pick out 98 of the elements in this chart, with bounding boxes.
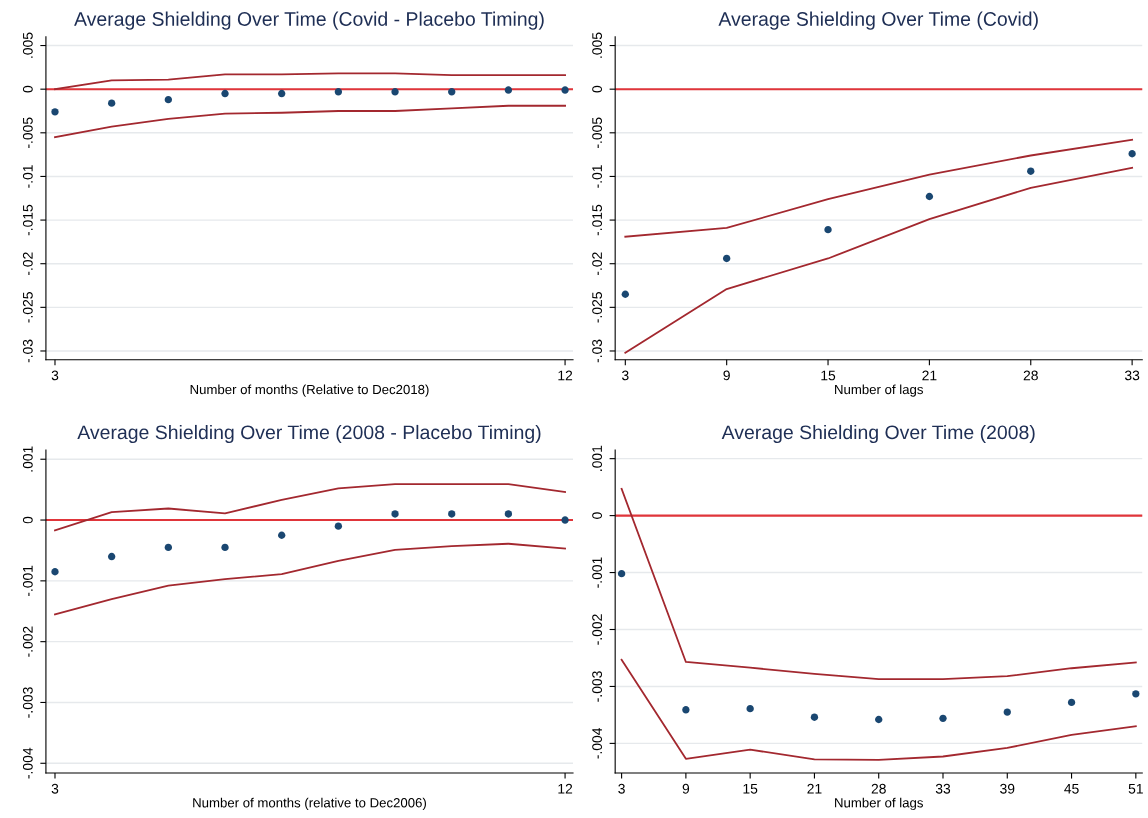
x-tick-label: 51: [1128, 783, 1143, 794]
point: [723, 254, 731, 263]
y-tick-label: -.001: [22, 565, 33, 597]
line-series: [54, 483, 566, 532]
point: [561, 86, 569, 94]
x-tick-label: 33: [1124, 370, 1140, 381]
point: [810, 713, 819, 721]
point: [561, 516, 569, 524]
x-tick-label: 3: [51, 370, 59, 381]
x-tick-label: 9: [723, 370, 730, 381]
y-tick-label: -.001: [592, 557, 603, 588]
y-tick-label: -.005: [22, 117, 33, 149]
point: [391, 510, 399, 518]
point: [391, 88, 399, 96]
point: [1027, 167, 1035, 175]
line-series: [624, 166, 1134, 354]
point: [334, 88, 343, 96]
point: [824, 226, 832, 234]
point: [617, 570, 626, 578]
x-axis-title: Number of months (relative to Dec2006): [193, 797, 426, 811]
point: [1067, 698, 1076, 707]
x-tick-label: 21: [922, 370, 937, 381]
y-tick-label: -.025: [592, 292, 603, 323]
point: [164, 95, 173, 104]
point: [939, 714, 947, 723]
x-tick-label: 15: [821, 370, 836, 381]
y-tick-label: -.03: [22, 339, 33, 363]
point: [107, 552, 116, 561]
line-series: [624, 138, 1134, 238]
line-series: [620, 658, 1137, 761]
x-tick-label: 39: [1000, 783, 1015, 794]
point: [1132, 690, 1140, 698]
y-tick-label: -.004: [22, 747, 33, 779]
x-tick-label: 28: [871, 783, 886, 794]
x-tick-label: 9: [682, 783, 690, 794]
point: [1128, 150, 1136, 158]
y-tick-label: 0: [592, 512, 603, 519]
x-tick-label: 45: [1064, 783, 1079, 794]
point: [875, 715, 883, 724]
x-tick-label: 3: [618, 783, 625, 794]
x-tick-label: 21: [807, 783, 822, 794]
line-series: [54, 542, 566, 616]
y-tick-label: -.002: [592, 614, 603, 645]
y-tick-label: .005: [592, 32, 603, 58]
y-tick-label: -.01: [592, 165, 603, 188]
chart-title: Average Shielding Over Time (2008): [721, 424, 1035, 444]
y-tick-label: 0: [22, 85, 33, 93]
point: [221, 89, 229, 98]
line-series: [54, 104, 566, 139]
x-tick-label: 28: [1023, 370, 1038, 381]
point: [1003, 708, 1011, 716]
point: [504, 510, 513, 518]
y-tick-label: -.03: [592, 339, 603, 363]
y-tick-label: -.02: [592, 252, 603, 276]
x-tick-label: 3: [621, 370, 629, 381]
y-tick-label: -.02: [22, 252, 33, 276]
x-axis-title: Number of months (Relative to Dec2018): [190, 384, 429, 397]
y-tick-label: -.015: [22, 204, 33, 236]
x-axis-title: Number of lags: [835, 797, 923, 811]
point: [51, 108, 59, 116]
x-axis-title: Number of lags: [835, 384, 923, 397]
y-tick-label: -.025: [22, 292, 33, 323]
y-tick-label: -.003: [592, 671, 603, 702]
x-tick-label: 12: [558, 783, 573, 794]
x-tick-label: 33: [935, 783, 951, 794]
line-series: [54, 72, 566, 91]
y-tick-label: -.01: [22, 165, 33, 188]
y-tick-label: .001: [592, 445, 603, 471]
point: [164, 543, 173, 552]
chart-title: Average Shielding Over Time (Covid - Placebo Timing): [74, 11, 544, 30]
point: [278, 531, 286, 539]
point: [107, 99, 116, 107]
y-tick-label: -.004: [592, 727, 603, 759]
y-tick-label: -.003: [22, 687, 33, 718]
point: [278, 89, 286, 98]
y-tick-label: 0: [592, 85, 603, 93]
point: [746, 704, 754, 713]
x-tick-label: 15: [743, 783, 758, 794]
y-tick-label: .001: [22, 446, 33, 472]
point: [221, 543, 229, 552]
y-tick-label: -.005: [592, 117, 603, 149]
point: [448, 88, 456, 96]
chart-title: Average Shielding Over Time (2008 - Placebo Timing): [77, 424, 541, 444]
y-tick-label: -.002: [22, 626, 33, 657]
y-tick-label: .005: [22, 32, 33, 58]
point: [621, 290, 629, 298]
point: [504, 86, 513, 94]
y-tick-label: -.015: [592, 204, 603, 236]
x-tick-label: 12: [558, 370, 573, 381]
point: [925, 192, 934, 201]
point: [334, 522, 343, 530]
y-tick-label: 0: [22, 516, 33, 524]
point: [682, 706, 690, 714]
line-series: [620, 487, 1137, 680]
point: [51, 568, 59, 576]
point: [448, 510, 456, 518]
x-tick-label: 3: [51, 783, 59, 794]
chart-title: Average Shielding Over Time (Covid): [718, 11, 1038, 30]
